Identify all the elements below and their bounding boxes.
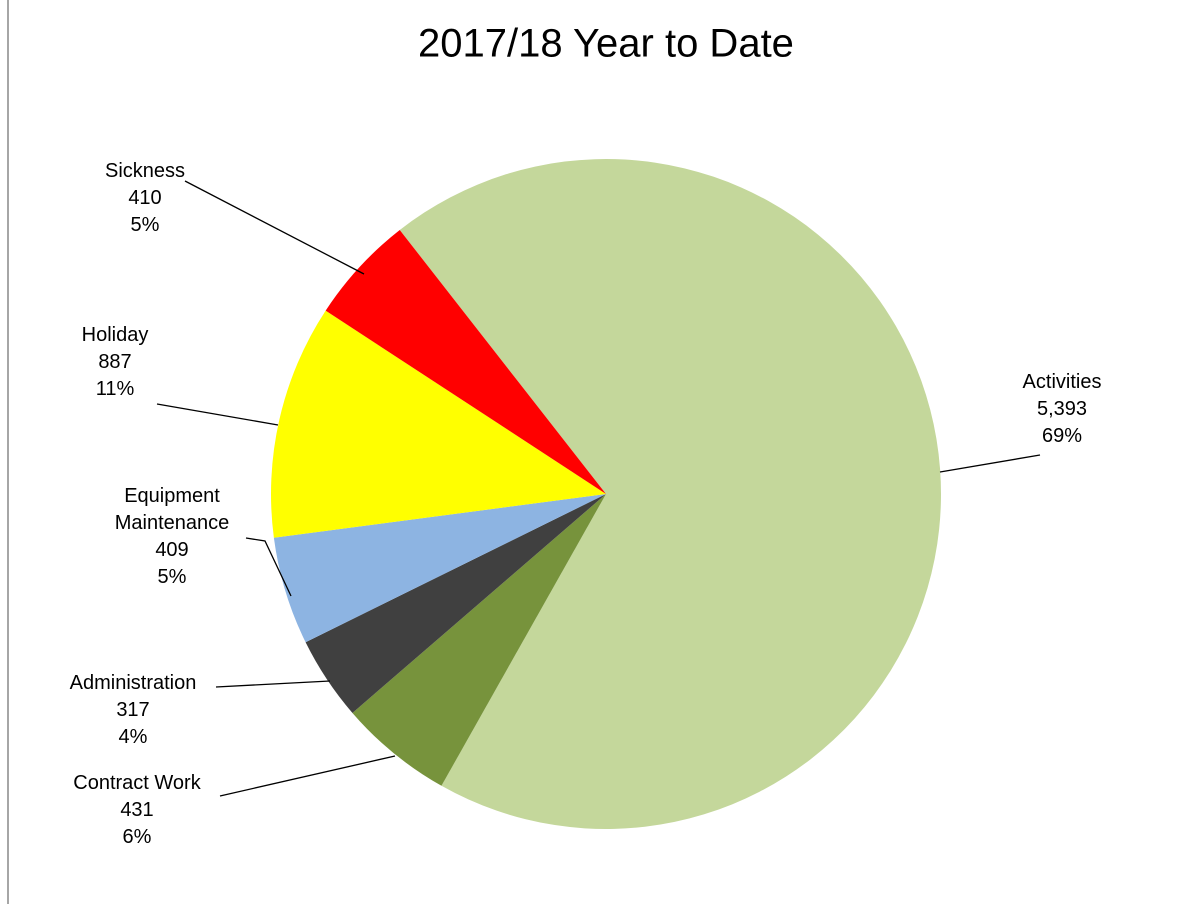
leader-line xyxy=(245,537,292,597)
pie-slice xyxy=(273,494,606,643)
label-percent: 69% xyxy=(1041,425,1083,447)
leader-line xyxy=(215,680,331,688)
label-name: Equipment Maintenance xyxy=(114,485,230,534)
label-value: 887 xyxy=(98,351,132,373)
leader-line xyxy=(939,454,1041,473)
chart-title: 2017/18 Year to Date xyxy=(418,22,794,66)
label-name: Contract Work xyxy=(73,772,201,794)
pie-slice xyxy=(352,494,606,786)
label-percent: 4% xyxy=(118,726,148,748)
data-label: Administration 317 4% xyxy=(48,670,218,751)
label-value: 317 xyxy=(116,699,150,721)
label-percent: 5% xyxy=(157,566,187,588)
label-name: Sickness xyxy=(104,160,186,182)
label-percent: 11% xyxy=(95,378,135,400)
pie-slice xyxy=(305,494,606,713)
label-name: Holiday xyxy=(81,324,149,346)
pie-slice xyxy=(325,230,606,494)
label-percent: 6% xyxy=(122,826,152,848)
chart-frame xyxy=(7,0,9,904)
label-value: 431 xyxy=(120,799,154,821)
leader-line xyxy=(184,180,365,275)
leader-line xyxy=(156,403,279,426)
leader-line xyxy=(219,755,396,797)
pie-slice xyxy=(399,159,941,829)
label-name: Activities xyxy=(1022,371,1102,393)
data-label: Holiday 887 11% xyxy=(30,322,200,403)
data-label: Sickness 410 5% xyxy=(60,158,230,239)
label-value: 409 xyxy=(155,539,189,561)
data-label: Contract Work 431 6% xyxy=(52,770,222,851)
label-value: 410 xyxy=(128,187,162,209)
label-percent: 5% xyxy=(130,214,160,236)
pie-slice xyxy=(270,310,606,538)
label-name: Administration xyxy=(69,672,197,694)
data-label: Equipment Maintenance 409 5% xyxy=(87,483,257,591)
data-label: Activities 5,393 69% xyxy=(977,369,1147,450)
label-value: 5,393 xyxy=(1036,398,1088,420)
